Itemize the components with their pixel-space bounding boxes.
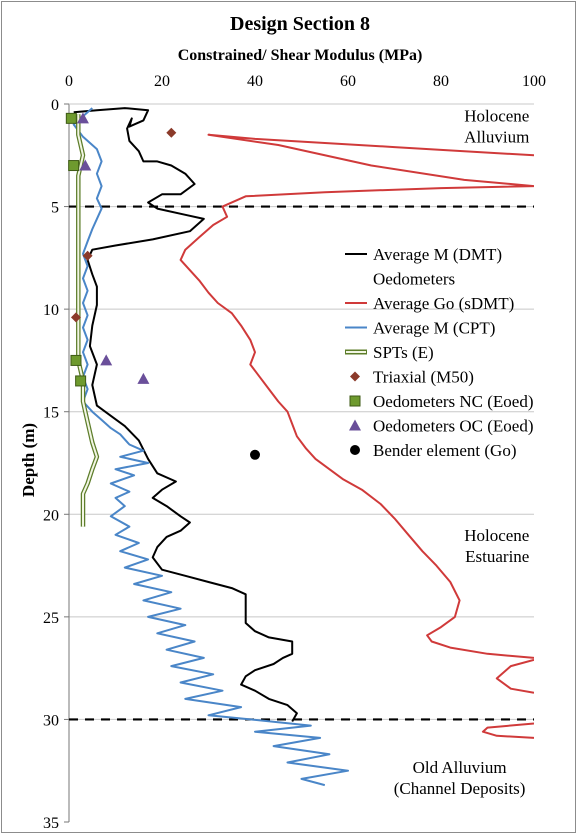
y-tick-label-2: 10 xyxy=(43,302,59,319)
layer-label-1-1: Estuarine xyxy=(465,547,529,566)
y-tick-label-7: 35 xyxy=(43,815,59,832)
legend-symbol-5 xyxy=(350,371,360,382)
series-oedometers-nc-eoed-point-3 xyxy=(75,375,87,387)
legend-label-5: Triaxial (M50) xyxy=(373,368,474,387)
chart-title: Design Section 8 xyxy=(230,13,370,35)
series-oedometers-nc-eoed-point-2 xyxy=(70,354,82,366)
series-average-go-sdmt xyxy=(179,133,534,659)
series-triaxial-m50-point-1 xyxy=(82,250,93,261)
x-tick-label-1: 20 xyxy=(154,73,170,90)
x-axis-label: Constrained/ Shear Modulus (MPa) xyxy=(178,47,423,64)
legend-symbol-7 xyxy=(349,419,361,431)
series-oedometers-nc-eoed-point-0 xyxy=(65,112,77,124)
series-triaxial-m50-point-0 xyxy=(166,127,177,138)
x-tick-label-2: 40 xyxy=(247,73,263,90)
x-tick-label-0: 0 xyxy=(65,73,73,90)
legend-label-1: Oedometers xyxy=(373,270,455,289)
series-average-go-sdmt-deep xyxy=(495,658,534,694)
layer-label-0-0: Holocene xyxy=(464,106,529,125)
series-bender-element-go-point-0 xyxy=(250,449,260,460)
legend-label-2: Average Go (sDMT) xyxy=(373,294,514,313)
x-tick-label-3: 60 xyxy=(340,73,356,90)
legend-symbol-8 xyxy=(350,445,360,455)
plot-area: 0 5 10 15 20 25 30 35 0 20 40 60 80 100 Holocene Alluvi… xyxy=(43,73,546,832)
series-oedometers-oc-eoed-point-2 xyxy=(100,354,113,366)
y-tick-label-4: 20 xyxy=(43,507,59,524)
layer-label-1-0: Holocene xyxy=(464,526,529,545)
series-oedometers-oc-eoed-point-1 xyxy=(79,159,92,171)
y-tick-label-3: 15 xyxy=(43,405,59,422)
series-spts-e-inner xyxy=(77,114,98,527)
legend-label-0: Average M (DMT) xyxy=(373,245,502,264)
layer-label-0-1: Alluvium xyxy=(464,127,529,146)
series-triaxial-m50-point-2 xyxy=(70,312,81,323)
y-axis-label: Depth (m) xyxy=(19,423,38,497)
legend-label-7: Oedometers OC (Eoed) xyxy=(373,417,534,436)
legend-label-6: Oedometers NC (Eoed) xyxy=(373,392,534,411)
series-oedometers-oc-eoed-point-3 xyxy=(137,372,150,384)
layer-label-2-0: Old Alluvium xyxy=(413,758,507,777)
layer-label-2-1: (Channel Deposits) xyxy=(394,779,526,798)
series-average-m-dmt xyxy=(73,107,298,722)
y-tick-label-1: 5 xyxy=(51,200,59,217)
series-oedometers-oc-eoed-point-0 xyxy=(76,112,89,124)
y-tick-label-0: 0 xyxy=(51,97,59,114)
y-tick-label-6: 30 xyxy=(43,712,59,729)
legend-label-4: SPTs (E) xyxy=(373,343,434,362)
legend-label-3: Average M (CPT) xyxy=(373,319,495,338)
legend-symbol-6 xyxy=(349,395,361,407)
series-average-m-cpt xyxy=(72,107,349,787)
x-tick-label-4: 80 xyxy=(433,73,449,90)
y-tick-label-5: 25 xyxy=(43,610,59,627)
legend-label-8: Bender element (Go) xyxy=(373,441,517,460)
x-tick-label-5: 100 xyxy=(522,73,546,90)
series-average-go-sdmt-deep-2 xyxy=(481,722,534,739)
series-oedometers-nc-eoed-point-1 xyxy=(68,160,80,172)
